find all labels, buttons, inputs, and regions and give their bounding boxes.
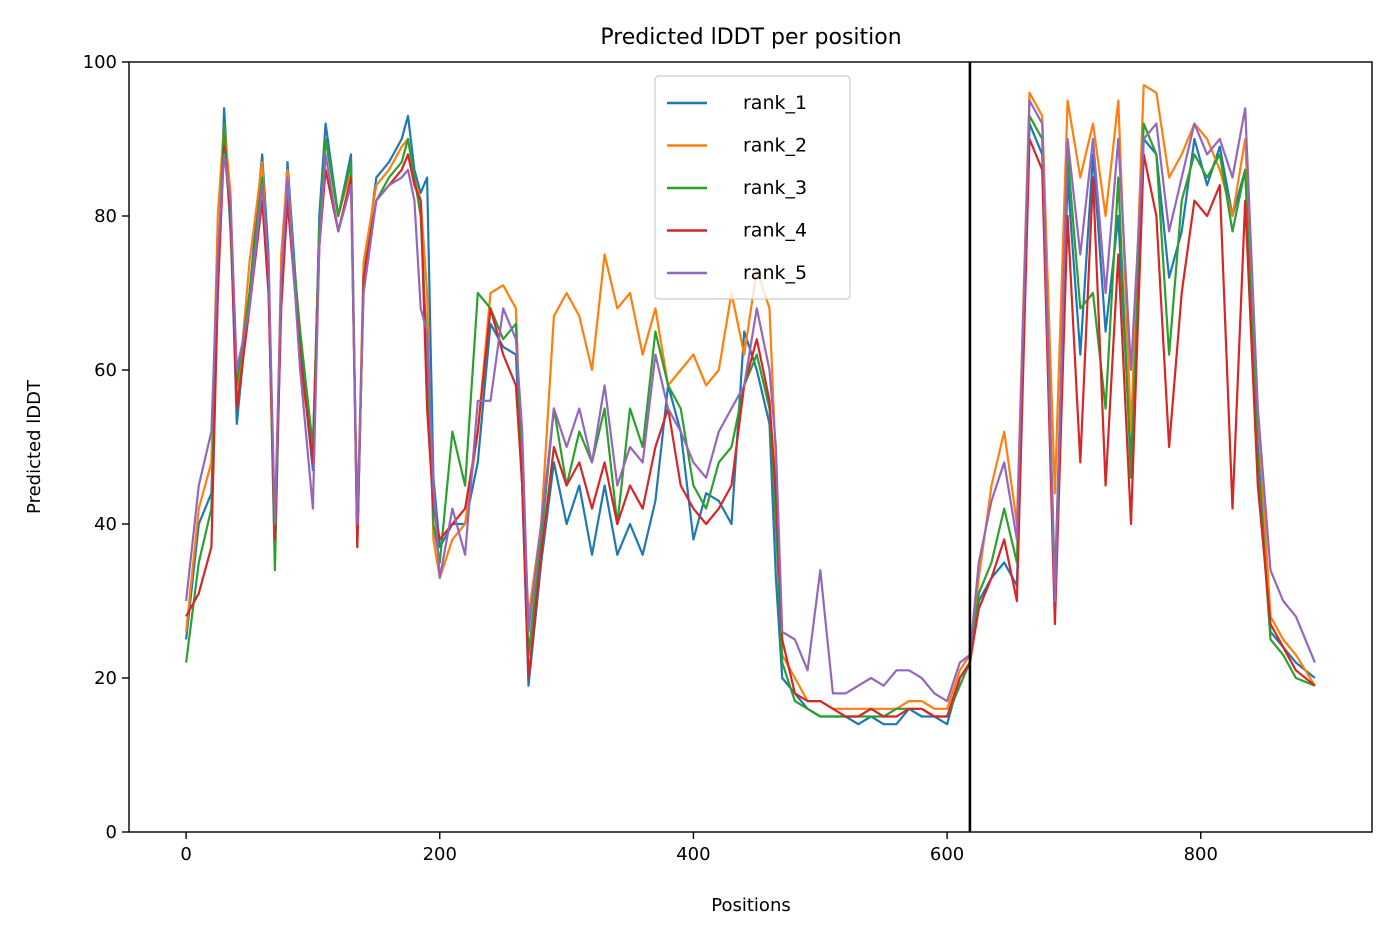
y-tick-label: 100 [83, 52, 117, 73]
x-tick-label: 200 [423, 844, 457, 865]
series-line-rank-5 [185, 99, 1316, 703]
legend-box [654, 75, 851, 300]
y-tick-label: 40 [94, 514, 117, 535]
x-tick-label: 800 [1184, 844, 1218, 865]
legend-label-rank-3: rank_3 [743, 177, 807, 199]
plot-frame [128, 61, 1373, 833]
x-axis-label: Positions [711, 895, 790, 916]
y-tick-label: 20 [94, 668, 117, 689]
legend: rank_1 rank_2 rank_3 rank_4 rank_5 [654, 75, 851, 300]
legend-label-rank-5: rank_5 [743, 262, 807, 284]
series-line-rank-3 [185, 114, 1316, 718]
chart-title: Predicted lDDT per position [600, 25, 901, 50]
y-tick-label: 80 [94, 206, 117, 227]
y-tick-label: 0 [106, 822, 117, 843]
x-tick-label: 0 [180, 844, 191, 865]
y-axis-label: Predicted lDDT [24, 379, 45, 514]
x-tick-label: 600 [930, 844, 964, 865]
x-tick-label: 400 [676, 844, 710, 865]
y-axis-ticks: 0 20 40 60 80 100 [83, 52, 129, 843]
legend-label-rank-4: rank_4 [743, 220, 807, 242]
legend-label-rank-2: rank_2 [743, 135, 807, 157]
y-tick-label: 60 [94, 360, 117, 381]
plot-lines [185, 62, 1316, 832]
x-axis-ticks: 0 200 400 600 800 [180, 832, 1218, 865]
legend-label-rank-1: rank_1 [743, 92, 807, 114]
